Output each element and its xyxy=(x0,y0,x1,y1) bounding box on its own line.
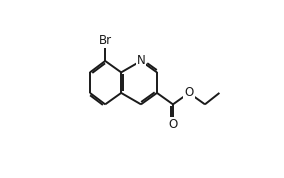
Text: O: O xyxy=(168,118,178,131)
Text: O: O xyxy=(184,87,194,100)
Text: Br: Br xyxy=(99,34,112,47)
Text: N: N xyxy=(137,54,145,67)
